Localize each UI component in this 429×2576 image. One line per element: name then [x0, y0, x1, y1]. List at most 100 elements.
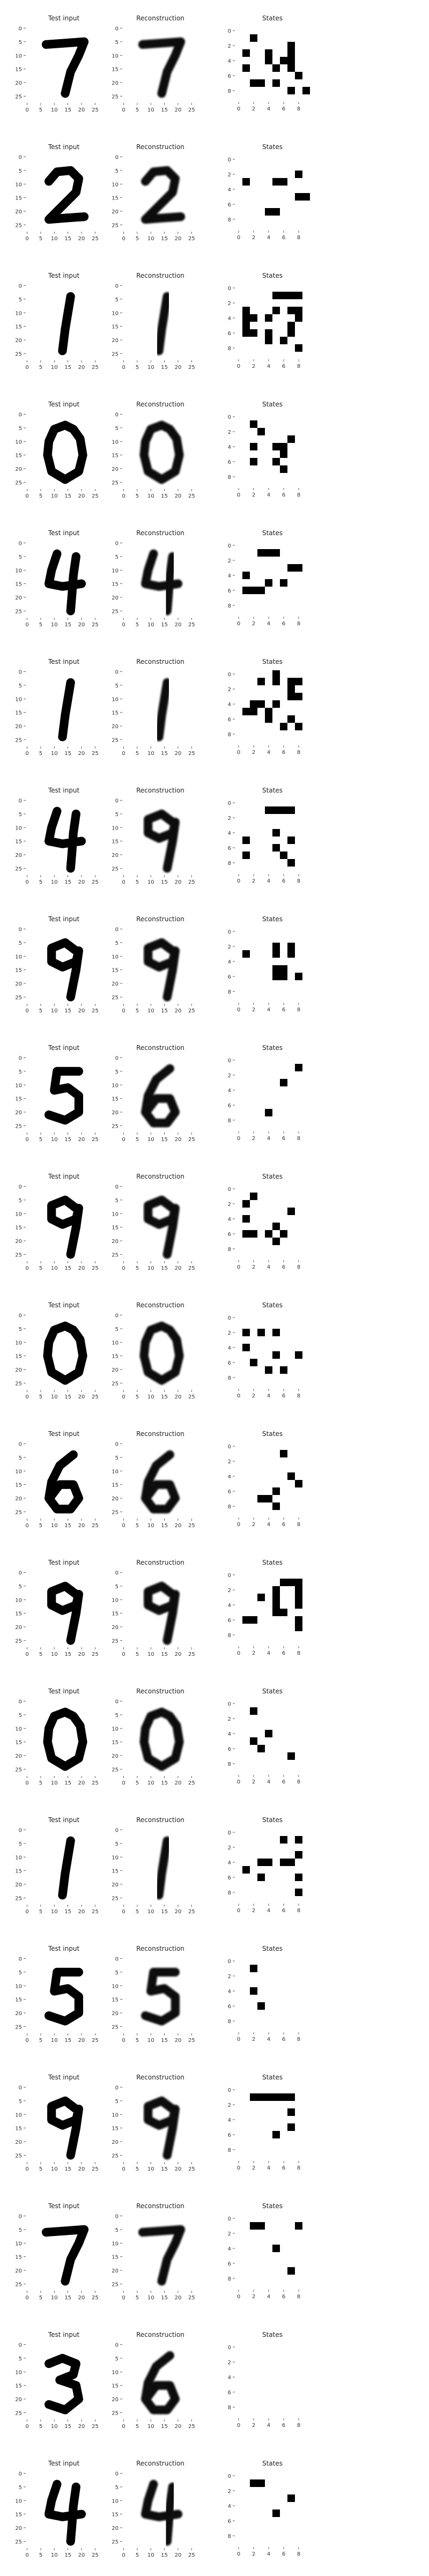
state-cell: [287, 329, 295, 337]
ytick-label: 15: [112, 1997, 119, 2003]
ytick-label: 5: [115, 1069, 119, 1075]
xtick-label: 0: [237, 1264, 240, 1270]
xtick-label: 10: [51, 1523, 58, 1529]
state-cell: [280, 465, 287, 473]
xtick-label: 0: [25, 1008, 28, 1014]
state-cell: [295, 193, 302, 201]
xtick-label: 4: [267, 1522, 270, 1528]
ytick-label: 2: [228, 1073, 231, 1079]
ytick-label: 10: [112, 310, 119, 316]
ytick-label: 0: [19, 155, 22, 161]
xtick-label: 20: [175, 1137, 182, 1143]
digit-stroke: [140, 1064, 180, 1128]
panel-title: Test input: [48, 2331, 80, 2338]
ytick-label: 5: [115, 426, 119, 432]
xtick-label: 10: [147, 2552, 154, 2558]
state-cell: [265, 208, 272, 216]
ytick-label: 0: [228, 1830, 231, 1836]
state-cell: [295, 1874, 302, 1881]
ytick-label: 20: [15, 853, 22, 858]
xtick-label: 25: [92, 2552, 99, 2558]
state-cell: [265, 1859, 272, 1866]
ytick-label: 20: [112, 1753, 119, 1759]
ytick-label: 25: [112, 1509, 119, 1515]
xtick-label: 0: [237, 364, 240, 369]
ytick-label: 15: [15, 1225, 22, 1231]
state-cell: [295, 307, 302, 314]
xtick-label: 25: [188, 365, 195, 371]
ytick-label: 10: [15, 2498, 22, 2504]
xtick-label: 5: [39, 879, 42, 885]
xtick-label: 0: [122, 2424, 125, 2430]
ytick-label: 6: [228, 1232, 231, 1238]
state-cell: [242, 587, 250, 594]
ytick-label: 15: [15, 2255, 22, 2261]
xtick-label: 0: [237, 2423, 240, 2429]
state-cell: [280, 965, 287, 973]
xtick-label: 10: [147, 1394, 154, 1400]
state-cell: [272, 2131, 280, 2138]
xtick-label: 0: [237, 2037, 240, 2042]
xtick-label: 8: [297, 750, 300, 756]
ytick-label: 6: [228, 588, 231, 594]
digit-stroke: [47, 1195, 84, 1259]
xtick-label: 5: [136, 1394, 139, 1400]
panel-title: States: [262, 787, 283, 794]
ytick-label: 20: [15, 1367, 22, 1373]
xtick-label: 20: [175, 1780, 182, 1786]
ytick-label: 0: [115, 412, 119, 418]
panel-title: Reconstruction: [136, 1816, 184, 1824]
xtick-label: 0: [122, 1008, 125, 1014]
ytick-label: 15: [15, 1097, 22, 1102]
ytick-label: 8: [228, 1247, 231, 1253]
state-cell: [287, 2267, 295, 2275]
xtick-label: 10: [147, 1909, 154, 1915]
xtick-label: 25: [92, 2424, 99, 2430]
digit-stroke: [162, 552, 177, 616]
state-cell: [280, 450, 287, 458]
ytick-label: 0: [19, 26, 22, 32]
xtick-label: 2: [252, 621, 255, 627]
xtick-label: 10: [51, 1652, 58, 1657]
ytick-label: 10: [112, 1211, 119, 1217]
xtick-label: 6: [282, 1522, 285, 1528]
xtick-label: 15: [64, 2038, 71, 2044]
ytick-label: 4: [228, 831, 231, 837]
state-cell: [295, 1889, 302, 1896]
reconstruction-image: [122, 542, 198, 618]
state-cell: [242, 1200, 250, 1208]
ytick-label: 20: [15, 2397, 22, 2403]
xtick-label: 10: [51, 879, 58, 885]
xtick-label: 5: [39, 1008, 42, 1014]
ytick-label: 8: [228, 1375, 231, 1381]
state-cell: [280, 443, 287, 450]
xtick-label: 0: [122, 879, 125, 885]
state-cell: [272, 844, 280, 852]
states-grid: [235, 2343, 310, 2418]
figure-row: Test input Reconstruction States: [26, 529, 310, 618]
ytick-label: 0: [115, 1313, 119, 1319]
xtick-label: 0: [25, 2038, 28, 2044]
state-cell: [280, 1230, 287, 1238]
xtick-label: 0: [237, 878, 240, 884]
xtick-label: 25: [92, 1137, 99, 1143]
xtick-label: 5: [39, 236, 42, 242]
ytick-label: 0: [115, 155, 119, 161]
ytick-label: 15: [15, 2126, 22, 2132]
ytick-label: 0: [228, 1959, 231, 1965]
xtick-label: 5: [136, 751, 139, 757]
xtick-label: 0: [237, 106, 240, 112]
digit-stroke: [144, 1581, 180, 1645]
ytick-label: 0: [19, 284, 22, 290]
xtick-label: 5: [136, 107, 139, 113]
digit-stroke: [138, 2225, 186, 2286]
ytick-label: 2: [228, 2489, 231, 2494]
xtick-label: 15: [64, 1008, 71, 1014]
ytick-label: 15: [15, 839, 22, 845]
xtick-label: 5: [136, 1523, 139, 1529]
ytick-label: 15: [15, 67, 22, 73]
ytick-label: 6: [228, 2390, 231, 2396]
xtick-label: 20: [78, 2295, 85, 2301]
ytick-label: 2: [228, 2360, 231, 2366]
xtick-label: 20: [78, 2424, 85, 2430]
